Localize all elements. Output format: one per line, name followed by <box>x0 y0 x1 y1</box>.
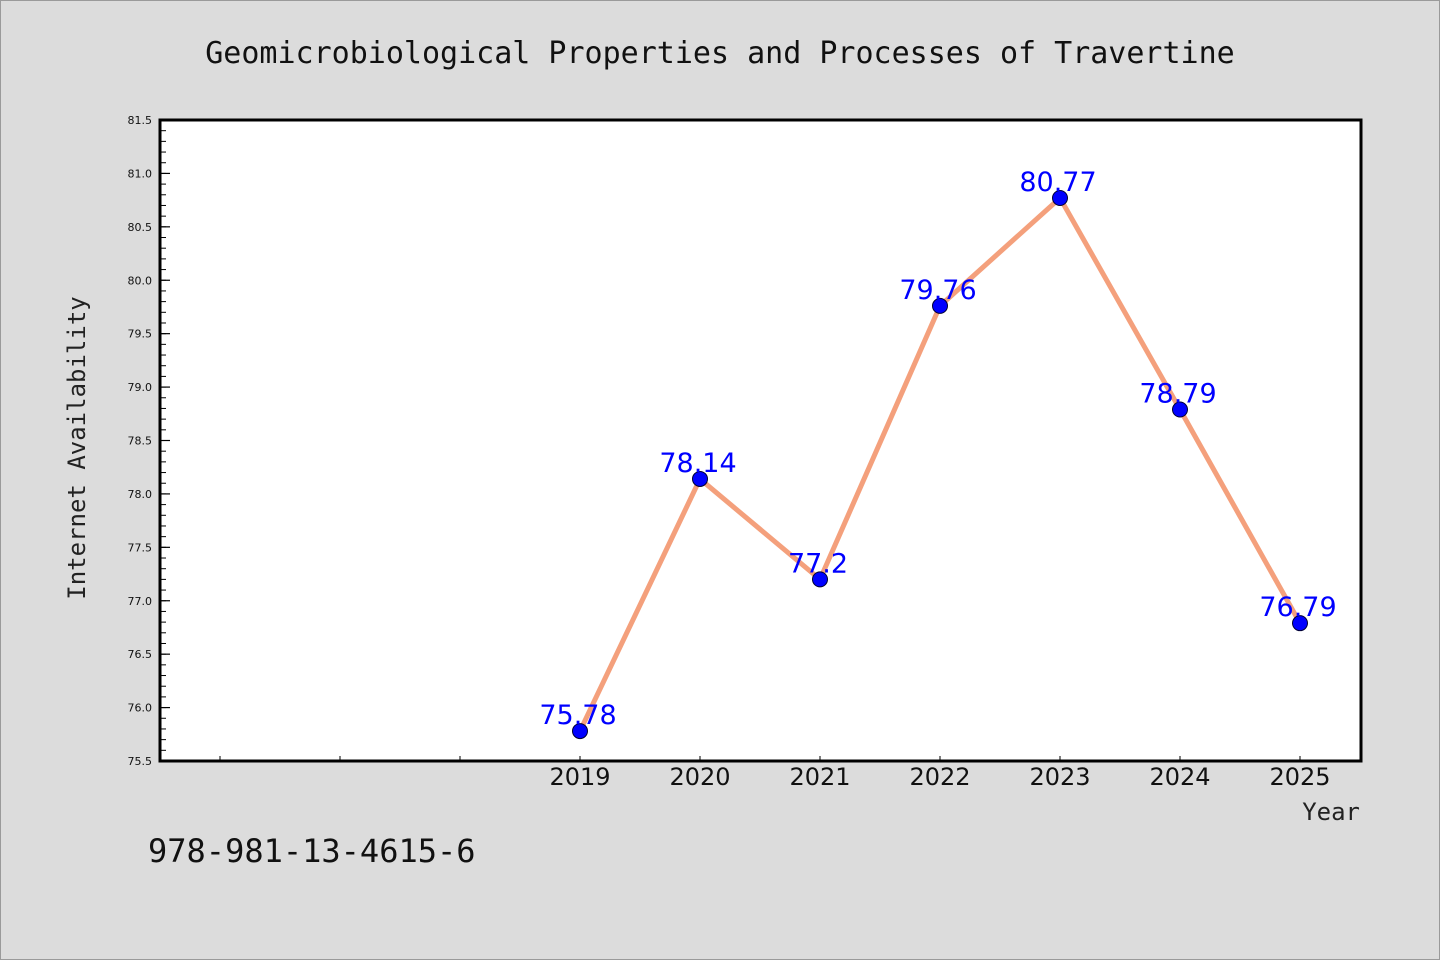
data-label: 78.79 <box>1139 379 1216 410</box>
series-markers <box>572 189 1308 740</box>
y-tick-label: 80.5 <box>128 221 153 234</box>
x-axis: 2019 2020 2021 2022 2023 2024 2025 <box>219 756 1331 791</box>
data-label: 77.2 <box>788 548 848 579</box>
y-tick-label: 79.5 <box>128 328 153 341</box>
x-tick-label: 2023 <box>1029 763 1090 791</box>
data-point <box>932 297 948 314</box>
x-tick-label: 2022 <box>909 763 970 791</box>
x-axis-label: Year <box>1302 798 1360 826</box>
x-tick-label: 2019 <box>549 763 610 791</box>
chart-title: Geomicrobiological Properties and Proces… <box>205 36 1235 71</box>
data-label: 76.79 <box>1259 592 1336 623</box>
data-point <box>1052 189 1068 206</box>
y-tick-label: 76.5 <box>128 648 153 661</box>
y-tick-label: 80.0 <box>128 274 153 287</box>
y-axis: 75.5 76.0 76.5 77.0 77.5 78.0 78.5 79.0 79.5 80.0… <box>128 114 170 768</box>
data-point <box>572 723 588 740</box>
x-tick-label: 2020 <box>669 763 730 791</box>
data-label: 78.14 <box>659 448 736 479</box>
x-tick-label: 2024 <box>1149 763 1210 791</box>
y-tick-label: 76.0 <box>128 702 153 715</box>
y-tick-label: 77.0 <box>128 595 153 608</box>
data-point <box>1292 615 1308 632</box>
y-tick-label: 78.0 <box>128 488 153 501</box>
y-tick-label: 81.5 <box>128 114 153 127</box>
y-tick-label: 78.5 <box>128 435 153 448</box>
y-tick-label: 79.0 <box>128 381 153 394</box>
data-point <box>812 571 828 588</box>
data-label: 75.78 <box>539 700 616 731</box>
x-tick-label: 2021 <box>789 763 850 791</box>
data-point <box>1172 401 1188 418</box>
y-tick-label: 77.5 <box>128 541 153 554</box>
data-point <box>692 470 708 487</box>
y-axis-label: Internet Availability <box>63 296 91 599</box>
data-labels: 75.78 78.14 77.2 79.76 80.77 78.79 76.79 <box>539 167 1336 731</box>
y-tick-label: 81.0 <box>128 167 153 180</box>
data-label: 79.76 <box>899 275 976 306</box>
isbn-text: 978-981-13-4615-6 <box>148 832 476 870</box>
y-tick-label: 75.5 <box>128 755 153 768</box>
data-label: 80.77 <box>1019 167 1096 198</box>
x-tick-label: 2025 <box>1269 763 1330 791</box>
plot-area <box>158 118 1363 763</box>
